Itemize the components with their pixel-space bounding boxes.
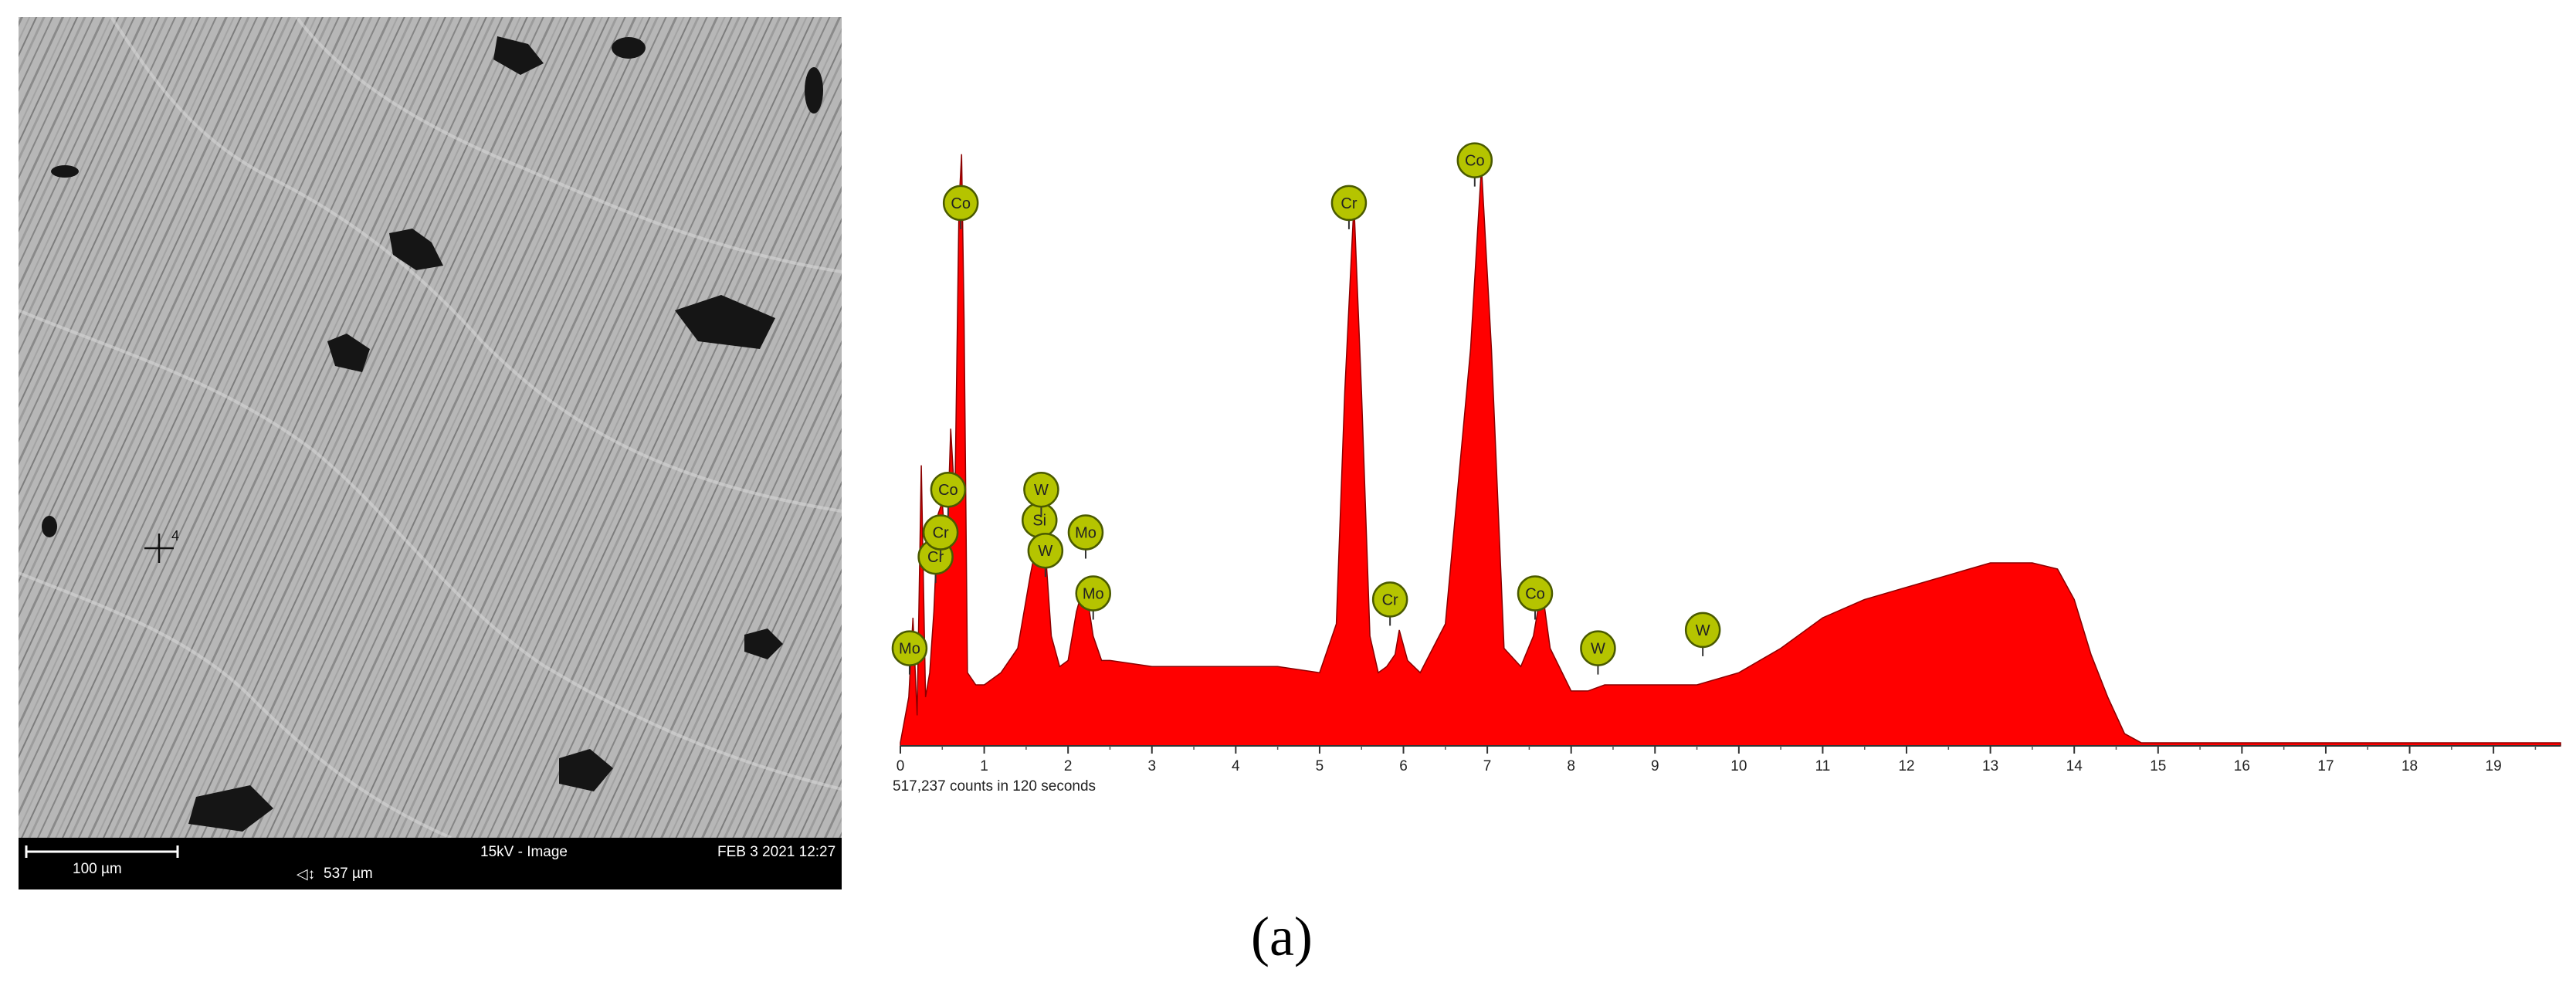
peak-label-badge [1371, 581, 1408, 618]
counts-label: 517,237 counts in 120 seconds [893, 778, 1096, 795]
pits [42, 36, 823, 832]
peak-label-badge [922, 514, 959, 551]
x-tick-label: 12 [1898, 758, 1914, 774]
peak-label-text: Co [1525, 586, 1545, 603]
x-tick-label: 9 [1651, 758, 1659, 774]
field-width-icon: ◁↕ [297, 866, 316, 883]
x-tick-label: 13 [1982, 758, 1998, 774]
peak-label-text: Mo [1075, 525, 1096, 542]
peak-label-text: W [1038, 543, 1052, 560]
crosshair-label: 4 [171, 528, 179, 544]
peak-label-badge [942, 185, 979, 222]
sem-info-bar: 100 µm ◁↕ 537 µm 15kV - Image FEB 3 2021… [19, 838, 842, 889]
peak-label-text: Co [951, 195, 971, 212]
x-tick-label: 10 [1730, 758, 1747, 774]
peak-label-badge [1517, 575, 1554, 612]
x-tick-label: 7 [1483, 758, 1492, 774]
peak-label-text: Co [938, 482, 958, 499]
x-tick-label: 0 [897, 758, 905, 774]
x-tick-label: 6 [1399, 758, 1408, 774]
peak-label-text: Cr [1341, 195, 1357, 212]
peak-label-text: Cr [933, 525, 949, 542]
x-tick-label: 2 [1064, 758, 1073, 774]
peak-label-text: W [1591, 641, 1605, 658]
x-tick-label: 16 [2234, 758, 2250, 774]
peak-label-badge [1456, 142, 1493, 178]
peak-label-badge [1023, 471, 1059, 508]
x-tick-label: 19 [2486, 758, 2502, 774]
x-tick-label: 4 [1232, 758, 1240, 774]
sem-micrograph-panel: 4 100 µm ◁↕ 537 µm 15kV - Image FEB 3 20… [19, 17, 842, 889]
x-tick-label: 3 [1147, 758, 1156, 774]
sem-texture [19, 17, 842, 838]
x-tick-label: 17 [2317, 758, 2334, 774]
peak-label-badge [1027, 532, 1064, 569]
peak-label-badge [1684, 612, 1721, 649]
peak-label-badge [1075, 575, 1111, 612]
field-width-label: 537 µm [324, 866, 373, 882]
peak-label-text: W [1034, 482, 1049, 499]
peak-label-badge [1580, 630, 1616, 666]
x-tick-label: 11 [1815, 758, 1831, 774]
x-tick-label: 18 [2401, 758, 2418, 774]
peak-label-text: Cr [1382, 591, 1398, 608]
peak-label-badge [891, 630, 928, 666]
peak-label-badge [1067, 514, 1104, 551]
sem-micrograph: 4 [19, 17, 842, 839]
peak-label-badge [1330, 185, 1368, 222]
x-tick-label: 5 [1316, 758, 1324, 774]
spectrum-area-0 [900, 154, 2561, 747]
peak-label-text: W [1696, 622, 1710, 639]
scale-bar [25, 845, 179, 858]
x-tick-label: 8 [1567, 758, 1575, 774]
crosshair-marker [144, 534, 174, 563]
x-tick-label: 1 [980, 758, 988, 774]
beam-mode-label: 15kV - Image [480, 844, 568, 860]
peak-label-text: Co [1465, 153, 1485, 170]
scale-bar-label: 100 µm [73, 861, 122, 877]
figure-caption: (a) [1251, 906, 1313, 967]
x-tick-label: 14 [2066, 758, 2083, 774]
peak-label-text: Mo [1083, 586, 1104, 603]
peak-label-text: Mo [899, 641, 920, 658]
peak-label-text: Cr [927, 549, 944, 566]
peak-label-text: Si [1032, 513, 1046, 530]
x-tick-label: 15 [2150, 758, 2166, 774]
timestamp-label: FEB 3 2021 12:27 [717, 844, 836, 860]
grain-boundaries [19, 17, 842, 839]
peak-label-badge [930, 471, 967, 508]
